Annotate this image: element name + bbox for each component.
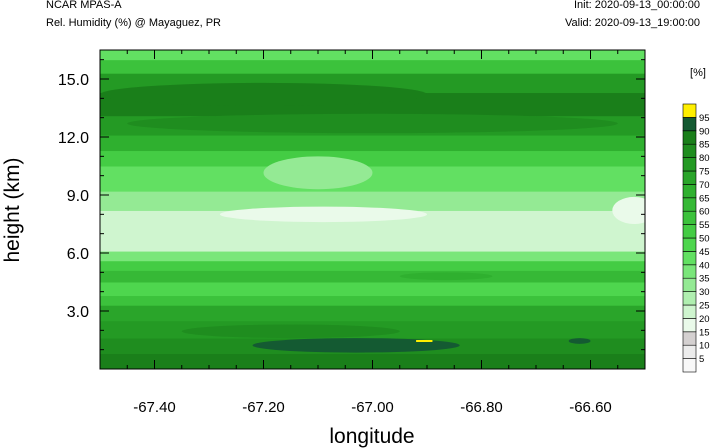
rh-layer-6 — [100, 269, 645, 283]
rh-layer-14 — [100, 134, 645, 152]
colorbar-swatch-5 — [682, 291, 697, 306]
colorbar-label: 75 — [699, 167, 710, 178]
colorbar-swatch-10 — [682, 224, 697, 239]
rh-feature-1 — [181, 324, 400, 339]
colorbar-unit: [%] — [690, 67, 706, 79]
colorbar-label: 90 — [699, 126, 710, 137]
x-tick-label: -66.60 — [569, 399, 612, 416]
colorbar-label: 15 — [699, 327, 710, 338]
colorbar-swatch-4 — [682, 304, 697, 319]
colorbar-label: 20 — [699, 314, 710, 325]
colorbar-swatch-9 — [682, 237, 697, 252]
colorbar-swatch-1 — [682, 344, 697, 359]
rh-layer-4 — [100, 295, 645, 306]
colorbar-label: 45 — [699, 247, 710, 258]
colorbar-label: 25 — [699, 301, 710, 312]
rh-layer-7 — [100, 260, 645, 271]
x-tick-label: -67.20 — [242, 399, 285, 416]
rh-layer-9 — [100, 233, 645, 252]
colorbar-swatch-17 — [682, 130, 697, 145]
colorbar-label: 55 — [699, 220, 710, 231]
axes: -67.40 -67.20 -67.00 -66.80 -66.60 3.0 6.0 9.0 1… — [58, 50, 645, 416]
colorbar-label: 65 — [699, 193, 710, 204]
rh-feature-7 — [399, 272, 493, 281]
variable-title: Rel. Humidity (%) @ Mayaguez, PR — [46, 17, 221, 29]
colorbar-swatch-0 — [682, 358, 697, 373]
rh-feature-8 — [568, 338, 591, 344]
colorbar-swatch-12 — [682, 197, 697, 212]
x-axis-label: longitude — [329, 425, 414, 448]
colorbar-label: 80 — [699, 153, 710, 164]
rh-feature-2 — [219, 206, 427, 223]
x-tick-label: -67.40 — [133, 399, 176, 416]
rh-layer-5 — [100, 281, 645, 297]
contour-fill — [100, 50, 645, 369]
rh-feature-6 — [263, 156, 373, 190]
colorbar-swatch-2 — [682, 331, 697, 346]
y-tick-label: 6.0 — [67, 246, 89, 263]
colorbar-swatch-7 — [682, 264, 697, 279]
colorbar-label: 35 — [699, 274, 710, 285]
colorbar-label: 50 — [699, 234, 710, 245]
rh-feature-0 — [252, 338, 460, 353]
colorbar-swatch-11 — [682, 210, 697, 225]
rh-layer-18 — [100, 59, 645, 74]
model-title: NCAR MPAS-A — [46, 0, 122, 11]
y-tick-label: 3.0 — [67, 304, 89, 321]
rh-feature-3 — [612, 196, 645, 224]
rh-layer-12 — [100, 165, 645, 192]
rh-layer-11 — [100, 190, 645, 211]
init-time: Init: 2020-09-13_00:00:00 — [574, 0, 700, 11]
rh-layer-3 — [100, 304, 645, 322]
x-tick-label: -66.80 — [460, 399, 503, 416]
y-tick-label: 9.0 — [67, 188, 89, 205]
colorbar-swatch-13 — [682, 184, 697, 199]
colorbar-label: 5 — [699, 354, 704, 365]
colorbar-label: 10 — [699, 341, 710, 352]
colorbar-label: 70 — [699, 180, 710, 191]
colorbar-swatch-15 — [682, 157, 697, 172]
colorbar-swatch-16 — [682, 143, 697, 158]
colorbar-swatch-3 — [682, 318, 697, 333]
valid-time: Valid: 2020-09-13_19:00:00 — [565, 17, 700, 29]
colorbar-swatch-19 — [682, 103, 697, 118]
y-axis-label: height (km) — [1, 157, 24, 262]
rh-feature-4 — [127, 113, 618, 134]
colorbar-swatch-18 — [682, 117, 697, 132]
rh-layer-13 — [100, 150, 645, 167]
colorbar-label: 30 — [699, 287, 710, 298]
colorbar-swatch-6 — [682, 277, 697, 292]
colorbar-label: 60 — [699, 207, 710, 218]
colorbar-label: 85 — [699, 140, 710, 151]
y-tick-label: 15.0 — [58, 72, 89, 89]
y-tick-label: 12.0 — [58, 130, 89, 147]
rh-feature-5 — [100, 82, 427, 107]
colorbar-swatch-14 — [682, 170, 697, 185]
x-tick-label: -67.00 — [351, 399, 394, 416]
colorbar-label: 40 — [699, 260, 710, 271]
rh-layer-8 — [100, 250, 645, 262]
colorbar-swatch-8 — [682, 251, 697, 266]
colorbar: 5 10 15 20 25 30 35 40 45 50 55 60 65 70 75 80 85 90 95 — [682, 103, 710, 373]
colorbar-label: 95 — [699, 113, 710, 124]
